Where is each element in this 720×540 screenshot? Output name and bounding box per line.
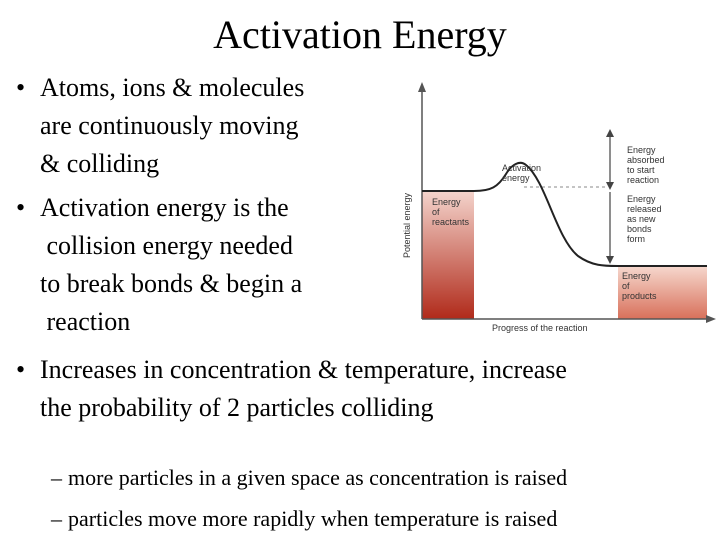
bullet-line: the probability of 2 particles colliding (40, 393, 434, 422)
bullet-line: Increases in concentration & temperature… (40, 355, 567, 384)
sub-bullet-text: particles move more rapidly when tempera… (68, 506, 558, 531)
bullet-line: are continuously moving (40, 111, 299, 140)
sub-bullet: – more particles in a given space as conc… (40, 436, 567, 492)
energy-released-label: Energy released as new bonds form (627, 194, 664, 244)
energy-diagram: Potential energy Progress of the reactio… (402, 82, 716, 333)
x-axis-arrow-icon (706, 315, 716, 323)
reactants-label: Energy of reactants (432, 197, 470, 227)
sub-bullet-text: more particles in a given space as conce… (68, 465, 568, 490)
sub-bullet: – particles move more rapidly when temper… (40, 477, 557, 533)
x-axis-label: Progress of the reaction (492, 323, 588, 333)
bullet-line: reaction (40, 307, 131, 336)
energy-absorbed-label: Energy absorbed to start reaction (627, 145, 667, 185)
bullet-icon: • (16, 193, 26, 222)
down-arrow-icon (606, 182, 614, 190)
reactants-energy-bar (422, 191, 474, 319)
bullet-icon: • (16, 73, 26, 102)
up-arrow-icon (606, 129, 614, 137)
reaction-curve (422, 161, 707, 267)
bullet-line: collision energy needed (40, 231, 293, 260)
dash-icon: – (51, 506, 62, 531)
bullet-line: Atoms, ions & molecules (40, 73, 305, 102)
bullet-icon: • (16, 355, 26, 384)
down-arrow-icon (606, 256, 614, 264)
bullet-line: to break bonds & begin a (40, 269, 303, 298)
slide-title: Activation Energy (213, 12, 507, 57)
dash-icon: – (51, 465, 62, 490)
bullet-line: & colliding (40, 149, 160, 178)
products-label: Energy of products (622, 271, 657, 301)
y-axis-arrow-icon (418, 82, 426, 92)
products-energy-bar (618, 266, 707, 319)
activation-energy-label: Activation energy (502, 163, 544, 183)
bullet-line: Activation energy is the (40, 193, 289, 222)
y-axis-label: Potential energy (402, 192, 412, 258)
